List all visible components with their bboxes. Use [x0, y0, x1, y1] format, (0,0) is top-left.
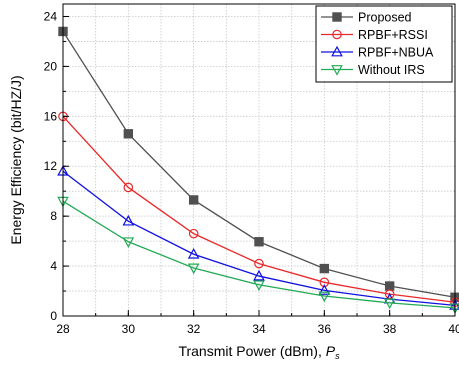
legend-label: RPBF+NBUA	[358, 46, 434, 60]
legend-label: RPBF+RSSI	[358, 28, 428, 42]
data-point-proposed	[254, 237, 264, 247]
data-point-rpbf-rssi	[254, 258, 264, 269]
data-point-rpbf-nbua	[318, 284, 331, 295]
legend-label: Without IRS	[358, 63, 425, 77]
y-axis-label: Energy Efficiency (bit/HZ/J)	[8, 75, 24, 244]
legend-marker	[332, 29, 342, 40]
series-without-irs	[57, 196, 459, 315]
x-tick-label: 32	[187, 322, 201, 336]
data-point-without-irs	[383, 298, 396, 310]
data-point-without-irs	[318, 291, 331, 303]
x-axis-label: Transmit Power (dBm), Ps	[178, 343, 340, 361]
axis-ticks: 28 30 32 34 36 38 40 0 4 8 12 16 20 24	[44, 9, 459, 336]
data-point-rpbf-nbua	[122, 214, 135, 226]
legend-item-without-irs: Without IRS	[321, 63, 425, 77]
x-tick-label: 28	[56, 322, 70, 336]
legend: Proposed RPBF+RSSI RPBF+NBUA Without IRS	[315, 5, 453, 83]
legend-item-rpbf-rssi: RPBF+RSSI	[321, 28, 428, 42]
legend-marker	[332, 12, 342, 22]
x-tick-label: 36	[318, 322, 332, 336]
y-tick-label: 24	[44, 9, 58, 23]
legend-label: Proposed	[358, 11, 412, 25]
x-tick-label: 34	[252, 322, 266, 336]
y-tick-label: 0	[50, 309, 57, 323]
data-point-without-irs	[253, 280, 265, 292]
data-point-rpbf-rssi	[384, 289, 395, 299]
y-tick-label: 16	[44, 109, 58, 123]
data-point-proposed	[384, 281, 395, 291]
data-point-proposed	[123, 129, 134, 139]
y-tick-label: 20	[44, 59, 58, 73]
data-point-rpbf-rssi	[188, 228, 199, 239]
legend-item-rpbf-nbua: RPBF+NBUA	[321, 46, 434, 60]
data-point-rpbf-nbua	[187, 247, 200, 259]
x-tick-label: 40	[448, 322, 459, 336]
data-point-without-irs	[122, 237, 135, 248]
x-axis-symbol: P	[326, 343, 336, 359]
data-point-without-irs	[187, 263, 200, 275]
data-point-rpbf-rssi	[123, 182, 134, 193]
y-tick-label: 12	[44, 159, 58, 173]
legend-marker	[331, 65, 343, 76]
x-tick-label: 38	[383, 322, 397, 336]
y-tick-label: 4	[50, 259, 57, 273]
y-tick-label: 8	[50, 209, 57, 223]
x-tick-label: 30	[122, 322, 136, 336]
x-axis-subscript: s	[335, 351, 340, 361]
data-point-rpbf-nbua	[253, 269, 265, 281]
series-line-without-irs	[62, 200, 456, 309]
legend-marker	[331, 45, 343, 57]
data-point-proposed	[188, 195, 199, 205]
legend-item-proposed: Proposed	[321, 11, 412, 25]
data-point-proposed	[319, 263, 330, 274]
